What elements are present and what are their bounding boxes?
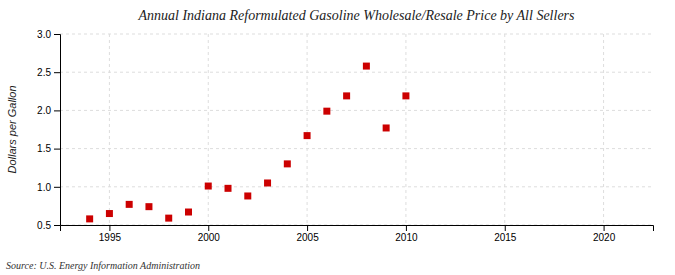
point bbox=[185, 209, 192, 216]
x-axis: 1995 2000 2005 2010 2015 2020 bbox=[61, 225, 654, 243]
y-tick-mark bbox=[54, 149, 60, 150]
x-tick-label: 2020 bbox=[593, 232, 616, 243]
point bbox=[126, 201, 133, 208]
grid-line-x bbox=[405, 34, 406, 225]
point bbox=[145, 203, 152, 210]
x-tick-mark bbox=[505, 225, 506, 231]
point bbox=[304, 132, 311, 139]
y-tick: 0.5 bbox=[37, 220, 60, 231]
point bbox=[225, 185, 232, 192]
point bbox=[244, 192, 251, 199]
chart-svg: 1995 2000 2005 2010 2015 2020 0.5 1.0 1.5 2.0 2.5 3… bbox=[0, 0, 675, 275]
x-tick-label: 2005 bbox=[296, 232, 319, 243]
x-tick-mark bbox=[109, 225, 110, 231]
y-tick: 3.0 bbox=[37, 29, 60, 40]
grid-line-x bbox=[603, 34, 604, 225]
y-tick: 1.0 bbox=[37, 182, 60, 193]
x-tick: 2010 bbox=[395, 225, 418, 243]
y-tick: 2.0 bbox=[37, 105, 60, 116]
x-tick: 2005 bbox=[296, 225, 319, 243]
point bbox=[284, 160, 291, 167]
y-tick-mark bbox=[54, 187, 60, 188]
y-tick-mark bbox=[54, 110, 60, 111]
x-tick-label: 1995 bbox=[99, 232, 122, 243]
grid-line-y bbox=[60, 186, 653, 187]
source-note: Source: U.S. Energy Information Administ… bbox=[6, 260, 200, 271]
x-tick: 2020 bbox=[593, 225, 616, 243]
y-axis-label: Dollars per Gallon bbox=[6, 85, 18, 173]
x-tick-mark bbox=[406, 225, 407, 231]
point bbox=[323, 108, 330, 115]
x-tick-label: 2015 bbox=[494, 232, 517, 243]
x-tick-mark bbox=[208, 225, 209, 231]
x-tick-label: 2000 bbox=[198, 232, 221, 243]
grid-line-x bbox=[109, 34, 110, 225]
point bbox=[363, 63, 370, 70]
title: Annual Indiana Reformulated Gasoline Who… bbox=[138, 8, 576, 23]
x-tick-mark bbox=[307, 225, 308, 231]
grid-line-x bbox=[504, 34, 505, 225]
grid-line-y bbox=[60, 148, 653, 149]
y-tick-mark bbox=[54, 72, 60, 73]
y-tick: 1.5 bbox=[37, 143, 60, 154]
y-tick-mark bbox=[54, 225, 60, 226]
point bbox=[106, 210, 113, 217]
marks bbox=[86, 63, 409, 223]
y-tick-mark bbox=[54, 34, 60, 35]
y-tick-label: 0.5 bbox=[37, 220, 51, 231]
x-tick: 2015 bbox=[494, 225, 517, 243]
grid bbox=[60, 34, 653, 225]
x-axis-line bbox=[61, 226, 654, 232]
grid-line-y bbox=[60, 34, 653, 35]
x-tick: 1995 bbox=[99, 225, 122, 243]
point bbox=[343, 92, 350, 99]
y-tick-label: 3.0 bbox=[37, 29, 51, 40]
grid-line-x bbox=[307, 34, 308, 225]
y-tick-label: 1.0 bbox=[37, 182, 51, 193]
x-tick-mark bbox=[604, 225, 605, 231]
y-axis: 0.5 1.0 1.5 2.0 2.5 3.0 bbox=[37, 29, 60, 231]
grid-line-y bbox=[60, 110, 653, 111]
x-tick-label: 2010 bbox=[395, 232, 418, 243]
chart-container: 1995 2000 2005 2010 2015 2020 0.5 1.0 1.5 2.0 2.5 3… bbox=[0, 0, 675, 275]
y-tick-label: 2.0 bbox=[37, 105, 51, 116]
point bbox=[86, 215, 93, 222]
point bbox=[402, 92, 409, 99]
point bbox=[205, 183, 212, 190]
grid-line-x bbox=[208, 34, 209, 225]
y-tick-label: 2.5 bbox=[37, 67, 51, 78]
point bbox=[165, 215, 172, 222]
point bbox=[383, 124, 390, 131]
y-axis-line bbox=[54, 35, 61, 226]
y-tick: 2.5 bbox=[37, 67, 60, 78]
y-tick-label: 1.5 bbox=[37, 143, 51, 154]
x-tick: 2000 bbox=[198, 225, 221, 243]
point bbox=[264, 179, 271, 186]
grid-line-y bbox=[60, 72, 653, 73]
